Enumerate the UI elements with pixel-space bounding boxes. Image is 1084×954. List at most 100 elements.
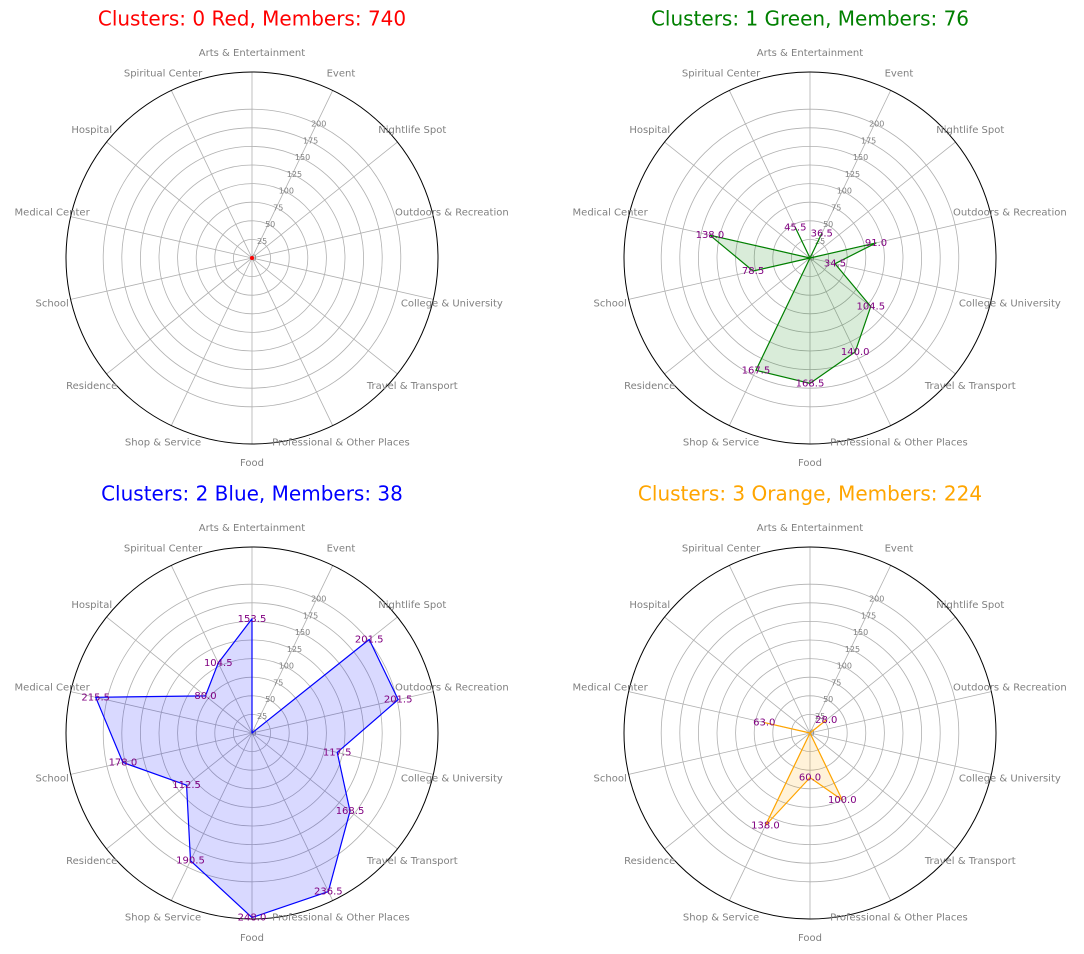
radial-tick-label: 75 xyxy=(831,678,841,687)
radial-tick-label: 100 xyxy=(837,187,852,196)
spoke xyxy=(251,257,434,300)
category-label: School xyxy=(594,774,627,785)
spoke xyxy=(664,141,811,259)
outer-frame xyxy=(65,546,439,920)
category-label: Hospital xyxy=(71,125,112,136)
spoke xyxy=(664,257,811,375)
value-label: 138.0 xyxy=(696,230,725,241)
spoke xyxy=(251,216,434,259)
radial-tick-label: 125 xyxy=(287,170,302,179)
radial-tick-label: 75 xyxy=(831,203,841,212)
spoke xyxy=(70,691,253,734)
category-label: Event xyxy=(327,68,356,79)
category-label: Residence xyxy=(66,381,117,392)
spoke xyxy=(809,257,956,375)
value-label: 100.0 xyxy=(828,795,857,806)
spoke xyxy=(809,257,892,426)
radial-tick-label: 125 xyxy=(845,645,860,654)
value-label: 236.5 xyxy=(314,887,343,898)
value-label: 178.0 xyxy=(109,757,138,768)
category-label: Food xyxy=(798,458,822,469)
spoke xyxy=(70,732,253,775)
spoke xyxy=(170,257,253,426)
category-label: Arts & Entertainment xyxy=(199,523,305,534)
category-label: Travel & Transport xyxy=(366,856,458,867)
value-label: 104.5 xyxy=(856,301,885,312)
category-label: Food xyxy=(240,933,264,944)
category-label: Event xyxy=(327,543,356,554)
radial-tick-label: 0 xyxy=(809,729,814,738)
category-label: Event xyxy=(885,543,914,554)
outer-frame xyxy=(623,71,997,445)
radial-tick-label: 175 xyxy=(861,136,876,145)
chart-title: Clusters: 2 Blue, Members: 38 xyxy=(101,482,403,506)
category-label: Medical Center xyxy=(573,682,649,693)
radial-tick-label: 200 xyxy=(311,120,326,129)
spoke xyxy=(170,565,253,734)
category-label: Medical Center xyxy=(15,207,91,218)
spoke xyxy=(809,565,892,734)
value-label: 60.0 xyxy=(799,773,821,784)
spoke xyxy=(251,257,334,426)
radial-tick-label: 25 xyxy=(815,712,825,721)
value-label: 104.5 xyxy=(204,658,233,669)
value-label: 167.5 xyxy=(742,365,771,376)
spoke xyxy=(106,141,253,259)
category-label: Arts & Entertainment xyxy=(757,523,863,534)
radar-area xyxy=(95,618,399,919)
category-label: Event xyxy=(885,68,914,79)
category-label: Shop & Service xyxy=(125,913,201,924)
radial-tick-label: 125 xyxy=(287,645,302,654)
value-label: 201.5 xyxy=(355,635,384,646)
category-label: College & University xyxy=(959,299,1061,310)
spoke xyxy=(106,616,253,734)
radial-tick-label: 200 xyxy=(869,595,884,604)
category-label: Outdoors & Recreation xyxy=(953,682,1067,693)
radial-tick-label: 50 xyxy=(265,695,275,704)
radial-tick-label: 25 xyxy=(257,237,267,246)
category-label: Shop & Service xyxy=(125,438,201,449)
value-label: 201.5 xyxy=(384,695,413,706)
spoke xyxy=(809,141,956,259)
radial-tick-label: 200 xyxy=(869,120,884,129)
radial-tick-label: 100 xyxy=(837,662,852,671)
category-label: Professional & Other Places xyxy=(830,438,968,449)
spoke xyxy=(251,732,434,775)
value-label: 80.0 xyxy=(194,691,216,702)
outer-frame xyxy=(623,546,997,920)
category-label: Spiritual Center xyxy=(124,543,203,554)
spoke xyxy=(809,732,956,850)
radial-tick-label: 0 xyxy=(251,729,256,738)
value-label: 112.5 xyxy=(172,780,201,791)
category-label: Hospital xyxy=(629,600,670,611)
category-label: College & University xyxy=(401,774,503,785)
category-label: Residence xyxy=(66,856,117,867)
spoke xyxy=(70,257,253,300)
category-label: Arts & Entertainment xyxy=(757,48,863,59)
spoke xyxy=(251,732,334,901)
value-label: 248.0 xyxy=(238,913,267,924)
value-label: 190.5 xyxy=(176,856,205,867)
category-label: Hospital xyxy=(71,600,112,611)
spoke xyxy=(809,732,992,775)
category-label: Outdoors & Recreation xyxy=(395,682,509,693)
category-label: Residence xyxy=(624,856,675,867)
value-label: 36.5 xyxy=(811,229,833,240)
value-label: 28.0 xyxy=(815,715,837,726)
radial-tick-label: 75 xyxy=(273,203,283,212)
spoke xyxy=(628,732,811,775)
category-label: Hospital xyxy=(629,125,670,136)
category-label: Nightlife Spot xyxy=(936,125,1004,136)
category-label: Food xyxy=(798,933,822,944)
category-label: Residence xyxy=(624,381,675,392)
category-label: Travel & Transport xyxy=(924,381,1016,392)
value-label: 63.0 xyxy=(753,718,775,729)
value-label: 117.5 xyxy=(323,747,352,758)
spoke xyxy=(809,257,992,300)
value-label: 153.5 xyxy=(238,614,267,625)
category-label: School xyxy=(36,774,69,785)
radial-tick-label: 125 xyxy=(845,170,860,179)
category-label: Spiritual Center xyxy=(682,543,761,554)
